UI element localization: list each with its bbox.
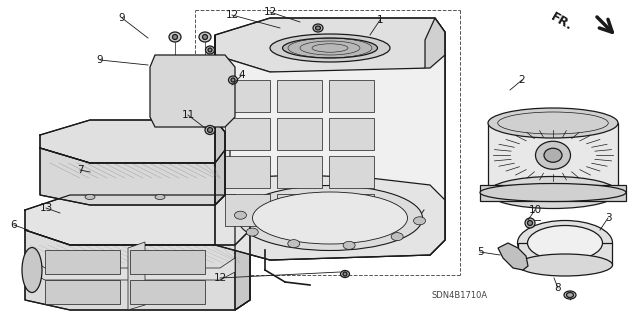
Polygon shape [235, 195, 250, 310]
Polygon shape [329, 194, 374, 226]
Polygon shape [128, 242, 145, 310]
Ellipse shape [205, 125, 215, 135]
Ellipse shape [205, 46, 214, 54]
Text: 4: 4 [239, 70, 245, 80]
Polygon shape [130, 280, 205, 304]
Text: 6: 6 [11, 220, 17, 230]
Text: 12: 12 [225, 10, 239, 20]
Text: 2: 2 [518, 75, 525, 85]
Text: 9: 9 [97, 55, 103, 65]
Ellipse shape [488, 108, 618, 138]
Polygon shape [215, 175, 445, 260]
Text: 9: 9 [118, 13, 125, 23]
Ellipse shape [155, 195, 165, 199]
Ellipse shape [228, 76, 237, 84]
Ellipse shape [391, 233, 403, 241]
Text: 3: 3 [605, 213, 611, 223]
Text: 1: 1 [377, 15, 383, 25]
Ellipse shape [169, 32, 181, 42]
Polygon shape [45, 250, 120, 274]
Ellipse shape [234, 211, 246, 219]
Polygon shape [215, 35, 230, 200]
Polygon shape [488, 123, 618, 192]
Ellipse shape [316, 26, 321, 30]
Polygon shape [215, 18, 445, 75]
Ellipse shape [237, 186, 422, 250]
Polygon shape [498, 243, 528, 270]
Polygon shape [329, 80, 374, 112]
Ellipse shape [199, 32, 211, 42]
Ellipse shape [564, 291, 576, 299]
Ellipse shape [343, 241, 355, 249]
Text: 7: 7 [77, 165, 83, 175]
Polygon shape [518, 243, 612, 265]
Ellipse shape [288, 240, 300, 248]
Ellipse shape [207, 128, 212, 132]
Ellipse shape [253, 192, 408, 244]
Polygon shape [215, 120, 225, 205]
Polygon shape [329, 118, 374, 150]
Polygon shape [277, 156, 322, 188]
Polygon shape [225, 118, 270, 150]
Text: 5: 5 [477, 247, 483, 257]
Polygon shape [40, 148, 225, 205]
Ellipse shape [480, 183, 626, 202]
Ellipse shape [282, 38, 378, 58]
Text: 12: 12 [264, 7, 276, 17]
Text: FR.: FR. [548, 11, 575, 33]
Polygon shape [30, 258, 235, 280]
Ellipse shape [231, 78, 235, 82]
Polygon shape [25, 230, 250, 310]
Ellipse shape [343, 272, 347, 276]
Ellipse shape [413, 217, 426, 225]
Ellipse shape [340, 271, 349, 278]
Text: 11: 11 [181, 110, 195, 120]
Polygon shape [40, 120, 225, 163]
Ellipse shape [313, 24, 323, 32]
Text: SDN4B1710A: SDN4B1710A [432, 291, 488, 300]
Polygon shape [425, 18, 445, 255]
Polygon shape [277, 118, 322, 150]
Polygon shape [130, 250, 205, 274]
Ellipse shape [544, 148, 562, 162]
Text: 12: 12 [213, 273, 227, 283]
Ellipse shape [536, 141, 570, 169]
Polygon shape [25, 195, 250, 245]
Text: 10: 10 [529, 205, 541, 215]
Polygon shape [329, 156, 374, 188]
Polygon shape [215, 55, 445, 260]
Ellipse shape [85, 195, 95, 199]
Text: 13: 13 [40, 203, 52, 213]
Ellipse shape [518, 254, 612, 276]
Ellipse shape [173, 34, 177, 40]
Polygon shape [150, 55, 235, 127]
Ellipse shape [202, 34, 207, 40]
Polygon shape [225, 156, 270, 188]
Ellipse shape [527, 220, 532, 226]
Ellipse shape [518, 220, 612, 265]
Ellipse shape [270, 34, 390, 62]
Polygon shape [277, 194, 322, 226]
Polygon shape [225, 194, 270, 226]
Ellipse shape [488, 176, 618, 209]
Polygon shape [277, 80, 322, 112]
Polygon shape [480, 184, 626, 201]
Ellipse shape [246, 228, 259, 236]
Polygon shape [45, 280, 120, 304]
Polygon shape [225, 80, 270, 112]
Ellipse shape [527, 226, 602, 261]
Ellipse shape [525, 218, 535, 228]
Ellipse shape [208, 48, 212, 52]
Ellipse shape [22, 248, 42, 293]
Text: 8: 8 [555, 283, 561, 293]
Ellipse shape [566, 293, 573, 298]
